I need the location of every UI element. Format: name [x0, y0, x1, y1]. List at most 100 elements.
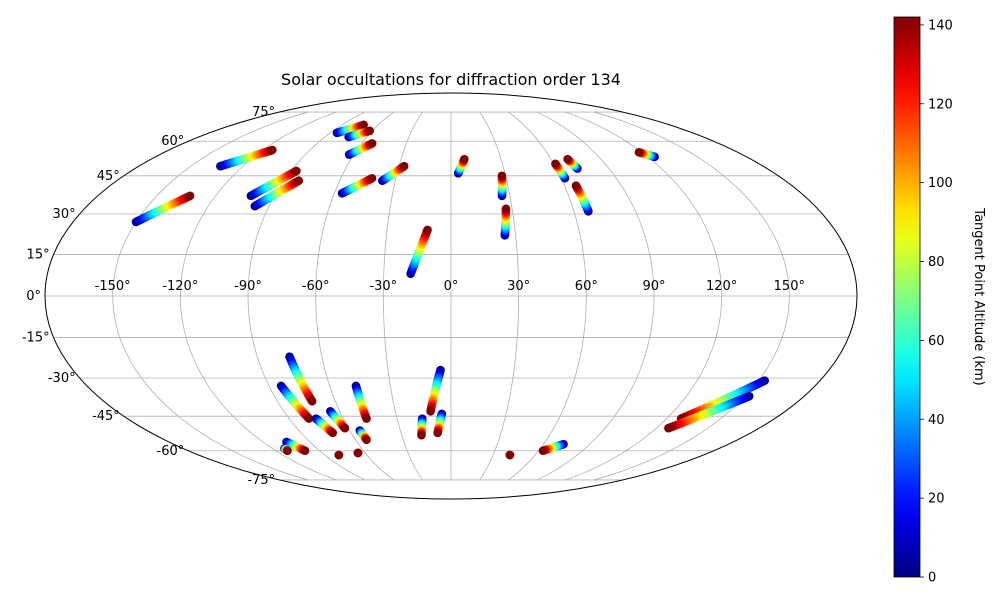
lon-tick-label: -30° [369, 279, 397, 294]
data-point [563, 154, 572, 164]
colorbar-ticks: 0 20 40 60 80 100 120 140 [920, 18, 953, 586]
lon-tick-label: 30° [507, 279, 530, 294]
occultation-track [351, 381, 371, 423]
lat-tick-label: 15° [27, 247, 50, 262]
chart-title: Solar occultations for diffraction order… [281, 70, 621, 89]
data-point [460, 154, 469, 164]
data-point [538, 446, 548, 456]
colorbar-tick-label: 20 [928, 492, 945, 507]
latitude-labels: 75° 60° 45° 30° 15° 0° -15° -30° -45° -60° -75° [22, 105, 275, 488]
occultation-track [353, 448, 363, 458]
colorbar-tick-label: 100 [928, 176, 953, 191]
lat-tick-label: -30° [48, 371, 76, 386]
occultation-track [500, 204, 511, 240]
data-point [664, 423, 673, 433]
colorbar: 0 20 40 60 80 100 120 140 Tangent Point Altitud… [893, 16, 986, 586]
data-point [399, 161, 409, 171]
occultation-track [334, 450, 344, 460]
data-point [340, 423, 350, 433]
occultation-track [634, 147, 659, 162]
colorbar-gradient [893, 16, 921, 578]
data-point [501, 204, 511, 214]
occultation-track [344, 126, 375, 142]
colorbar-tick-label: 40 [928, 413, 945, 428]
occultation-track [426, 365, 445, 416]
data-point [433, 428, 442, 438]
occultation-track [433, 409, 447, 438]
lon-tick-label: 0° [444, 279, 459, 294]
occultation-track [664, 391, 754, 433]
data-point [417, 430, 426, 440]
lon-tick-label: 120° [706, 279, 737, 294]
lat-tick-label: -15° [22, 331, 50, 346]
colorbar-tick-label: 0 [928, 571, 936, 586]
colorbar-tick-label: 80 [928, 255, 945, 270]
data-point [268, 145, 277, 155]
data-point [334, 450, 344, 460]
occultation-track [355, 426, 371, 445]
lat-tick-label: -75° [247, 473, 275, 488]
data-point [362, 435, 371, 445]
colorbar-tick-label: 140 [928, 18, 953, 33]
occultation-track [216, 145, 277, 171]
map-outline [44, 92, 858, 500]
lat-tick-label: 75° [252, 105, 275, 120]
data-point [300, 446, 310, 456]
data-point [426, 406, 435, 416]
data-point [292, 166, 301, 176]
data-point [304, 414, 314, 423]
lat-tick-label: 45° [97, 169, 120, 184]
lat-tick-label: -45° [92, 409, 120, 424]
data-point [423, 225, 432, 235]
occultation-track [344, 139, 377, 159]
occultation-track [250, 176, 304, 211]
lat-tick-label: 0° [26, 289, 41, 304]
occultation-track [131, 191, 195, 227]
data-point [571, 181, 581, 190]
data-point [294, 176, 304, 186]
lat-tick-label: 60° [161, 134, 184, 149]
occultation-track [337, 173, 377, 198]
occultation-track [406, 225, 432, 279]
occultation-track [538, 439, 568, 456]
data-point [551, 159, 560, 169]
lon-tick-label: -120° [162, 279, 198, 294]
occultation-track [246, 166, 301, 201]
occultation-track [453, 154, 469, 178]
lon-tick-label: -90° [234, 279, 262, 294]
lon-tick-label: -60° [302, 279, 330, 294]
occultation-track [417, 414, 427, 440]
lon-tick-label: -150° [95, 279, 131, 294]
data-point [362, 414, 371, 423]
colorbar-label: Tangent Point Altitude (km) [971, 207, 986, 385]
lon-tick-label: 90° [642, 279, 665, 294]
lat-tick-label: 30° [53, 207, 76, 222]
data-point [634, 147, 644, 157]
data-point [328, 428, 338, 438]
lon-tick-label: 60° [575, 279, 598, 294]
data-point [353, 448, 363, 458]
occultation-track [326, 406, 350, 433]
occultation-track [571, 181, 593, 216]
occultation-track [285, 352, 317, 406]
occultation-track [311, 414, 338, 438]
lon-tick-label: 150° [774, 279, 805, 294]
data-point [307, 396, 317, 406]
lat-tick-label: -60° [157, 444, 185, 459]
occultation-track [332, 120, 368, 138]
longitude-labels: -150° -120° -90° -60° -30° 0° 30° 60° 90° 120° 150… [95, 279, 805, 294]
data-points [131, 120, 769, 460]
occultation-track [551, 159, 570, 183]
colorbar-tick-label: 60 [928, 334, 945, 349]
data-point [365, 126, 375, 136]
occultation-track [497, 171, 507, 201]
occultation-track [276, 381, 314, 423]
data-point [283, 446, 292, 456]
graticule [45, 111, 857, 481]
data-point [497, 171, 507, 181]
data-point [505, 450, 515, 460]
data-point [359, 120, 368, 130]
occultation-track [563, 154, 582, 173]
